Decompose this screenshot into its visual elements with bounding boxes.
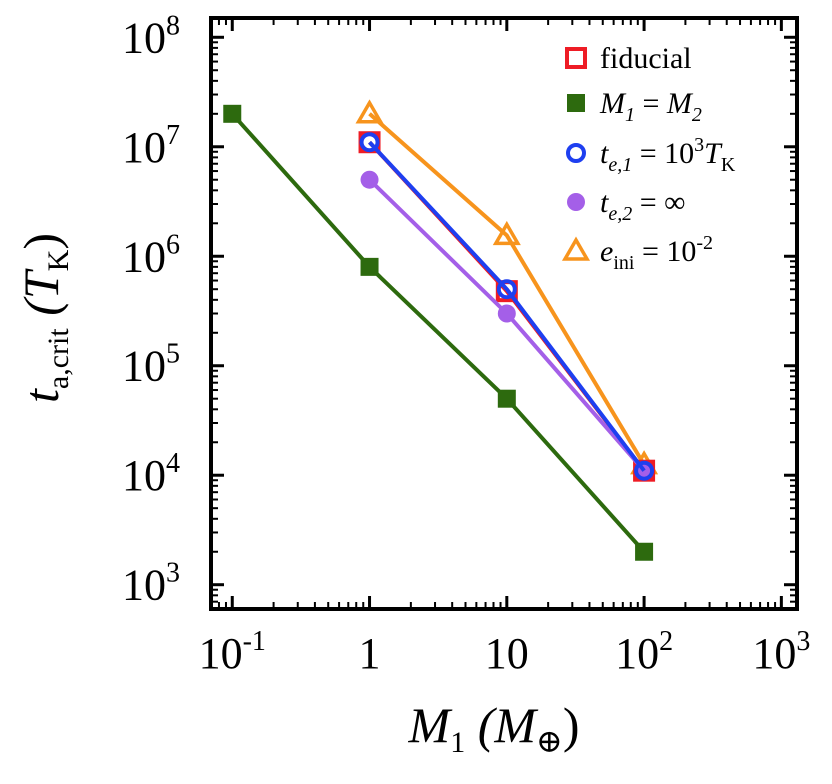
- data-point-equal: [223, 104, 242, 123]
- x-tick-label: 102: [615, 626, 673, 678]
- legend-label-equal: M1 = M2: [599, 87, 702, 126]
- data-point-ini: [355, 99, 384, 124]
- data-point-equal: [497, 389, 516, 408]
- data-point-te1: [496, 279, 517, 300]
- data-point-equal: [635, 542, 654, 561]
- x-tick-label: 10-1: [199, 626, 266, 678]
- series-line-ini: [368, 112, 646, 466]
- y-tick-label: 105: [122, 339, 180, 391]
- legend-label-fid: fiducial: [600, 42, 692, 75]
- legend-label-te2: te,2 = ∞: [600, 186, 686, 225]
- series-te1: [359, 132, 655, 481]
- legend-entry-equal: M1 = M2: [567, 87, 702, 126]
- legend-marker-equal: [567, 94, 585, 112]
- x-tick-label: 103: [752, 626, 810, 678]
- legend: fiducial M1 = M2 te,1 = 103TK te,2 = ∞ eini …: [561, 42, 736, 274]
- data-point-te2: [497, 304, 516, 323]
- data-point-equal: [360, 257, 379, 276]
- legend-marker-te1: [566, 143, 586, 163]
- legend-entry-te1: te,1 = 103TK: [566, 134, 736, 176]
- legend-label-te1: te,1 = 103TK: [600, 134, 736, 176]
- legend-marker-te2: [567, 193, 585, 211]
- series-line-te1: [368, 140, 646, 472]
- data-point-ini: [492, 220, 521, 246]
- axis-ticks: [210, 18, 797, 610]
- legend-entry-te2: te,2 = ∞: [567, 186, 686, 225]
- y-tick-label: 103: [122, 558, 180, 610]
- x-axis-label: M1 (M⊕): [408, 697, 580, 759]
- legend-marker-fid: [565, 47, 587, 69]
- legend-label-ini: eini = 10-2: [600, 232, 713, 274]
- y-tick-label: 104: [122, 448, 180, 500]
- data-point-te1: [359, 132, 380, 153]
- x-tick-label: 1: [359, 629, 381, 678]
- legend-marker-ini: [561, 236, 591, 261]
- data-point-te1: [634, 460, 655, 481]
- series-layer: [223, 99, 659, 561]
- y-axis-label: ta,crit (TK): [13, 233, 75, 403]
- legend-entry-ini: eini = 10-2: [561, 232, 713, 274]
- legend-entry-fid: fiducial: [565, 42, 692, 75]
- y-tick-label: 106: [122, 229, 180, 281]
- y-tick-label: 107: [122, 120, 180, 172]
- series-equal: [223, 104, 654, 561]
- series-line-equal: [230, 112, 646, 554]
- y-tick-label: 108: [122, 10, 180, 62]
- x-tick-labels: 10-1 1 10 102 103: [199, 626, 811, 678]
- data-point-te2: [360, 170, 379, 189]
- y-tick-labels: 103 104 105 106 107 108: [122, 10, 180, 609]
- x-tick-label: 10: [485, 629, 529, 678]
